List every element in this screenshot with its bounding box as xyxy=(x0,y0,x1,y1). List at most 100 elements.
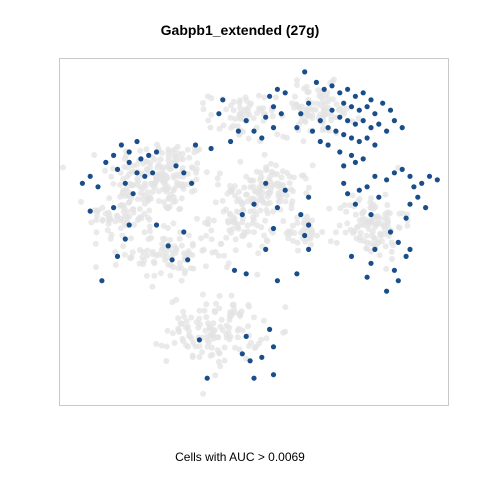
background-cell-point xyxy=(162,257,168,264)
background-cell-point xyxy=(162,236,168,243)
highlighted-cell-point xyxy=(348,104,355,110)
highlighted-cell-point xyxy=(345,191,351,197)
background-cell-point xyxy=(108,173,115,180)
highlighted-cell-point xyxy=(329,107,335,113)
highlighted-cell-point xyxy=(391,267,397,273)
highlighted-cell-point xyxy=(185,257,191,263)
highlighted-cell-point xyxy=(356,138,362,145)
highlighted-cell-point xyxy=(270,372,277,378)
background-cell-point xyxy=(151,260,158,267)
highlighted-cell-point xyxy=(325,142,331,148)
highlighted-cell-point xyxy=(95,184,101,190)
highlighted-cell-point xyxy=(395,278,401,284)
background-cell-point xyxy=(221,252,228,259)
background-cell-point xyxy=(158,246,165,253)
highlighted-cell-point xyxy=(403,253,409,259)
background-cell-point xyxy=(262,217,269,224)
background-cell-point xyxy=(396,210,403,217)
background-cell-point xyxy=(159,164,166,171)
background-cell-point xyxy=(171,340,178,346)
background-cell-point xyxy=(312,106,319,113)
background-cell-point xyxy=(307,235,314,242)
background-cell-point xyxy=(319,98,326,105)
background-cell-point xyxy=(165,261,172,268)
background-cell-point xyxy=(137,147,144,154)
highlighted-cell-point xyxy=(251,128,257,134)
background-cell-point xyxy=(236,188,242,195)
background-cell-point xyxy=(260,317,267,324)
background-cell-point xyxy=(220,122,227,129)
background-cell-point xyxy=(286,180,293,187)
highlighted-cell-point xyxy=(270,344,277,350)
background-cell-point xyxy=(232,344,239,351)
highlighted-cell-point xyxy=(384,128,390,134)
background-cell-point xyxy=(228,292,235,299)
background-cell-point xyxy=(145,196,151,203)
background-cell-point xyxy=(212,249,219,255)
background-cell-point xyxy=(330,96,336,103)
highlighted-cell-point xyxy=(111,205,117,211)
background-cell-point xyxy=(263,237,270,244)
highlighted-cell-point xyxy=(368,125,374,131)
highlighted-cell-point xyxy=(345,86,351,92)
background-cell-point xyxy=(258,106,264,113)
background-cell-point xyxy=(241,184,248,191)
background-cell-point xyxy=(327,238,334,245)
highlighted-cell-point xyxy=(239,351,245,357)
background-cell-point xyxy=(164,327,171,334)
background-cell-point xyxy=(129,249,136,256)
highlighted-cell-point xyxy=(309,128,316,134)
background-cell-point xyxy=(179,335,186,342)
background-cell-point xyxy=(213,300,219,307)
background-cell-point xyxy=(257,176,263,183)
background-cell-point xyxy=(381,231,388,237)
background-cell-point xyxy=(93,229,100,236)
highlighted-cell-point xyxy=(267,326,273,332)
background-cell-point xyxy=(196,354,203,360)
background-cell-point xyxy=(368,195,374,202)
background-cell-point xyxy=(175,265,182,272)
background-cell-point xyxy=(194,215,200,222)
background-cell-point xyxy=(283,134,290,141)
background-cell-point xyxy=(124,164,131,171)
background-cell-point xyxy=(210,335,217,342)
background-cell-point xyxy=(143,166,150,173)
background-cell-point xyxy=(135,215,142,222)
highlighted-cell-point xyxy=(372,111,378,117)
background-cell-point xyxy=(91,152,98,158)
background-cell-point xyxy=(128,182,135,189)
background-cell-point xyxy=(343,208,350,215)
background-cell-point xyxy=(384,202,391,208)
background-cell-point xyxy=(156,188,162,195)
background-cell-point xyxy=(250,195,257,202)
background-cell-point xyxy=(165,146,172,153)
background-cell-point xyxy=(158,342,165,349)
background-cell-point xyxy=(256,92,262,99)
background-cell-point xyxy=(199,349,206,356)
highlighted-cell-point xyxy=(274,86,280,92)
highlighted-cell-point xyxy=(419,180,425,186)
highlighted-cell-point xyxy=(337,149,343,155)
background-cell-point xyxy=(183,318,190,325)
background-cell-point xyxy=(259,197,266,204)
background-cell-point xyxy=(155,251,162,258)
background-cell-point xyxy=(113,213,120,220)
background-cell-point xyxy=(404,222,411,229)
background-cell-point xyxy=(106,195,113,202)
highlighted-cell-point xyxy=(216,111,222,117)
background-cell-point xyxy=(308,241,315,248)
background-cell-point xyxy=(355,115,362,122)
background-cell-point xyxy=(150,180,156,187)
background-cell-point xyxy=(228,229,234,236)
highlighted-cell-point xyxy=(142,173,148,179)
background-cell-point xyxy=(237,97,244,104)
highlighted-cell-point xyxy=(368,212,374,218)
background-cell-point xyxy=(245,135,252,142)
background-cell-point xyxy=(164,205,171,212)
highlighted-cell-point xyxy=(384,288,390,294)
highlighted-cell-point xyxy=(130,191,136,197)
background-cell-point xyxy=(258,336,264,343)
background-cell-point xyxy=(163,358,170,364)
highlighted-cell-point xyxy=(345,118,351,124)
background-cell-point xyxy=(149,283,156,290)
